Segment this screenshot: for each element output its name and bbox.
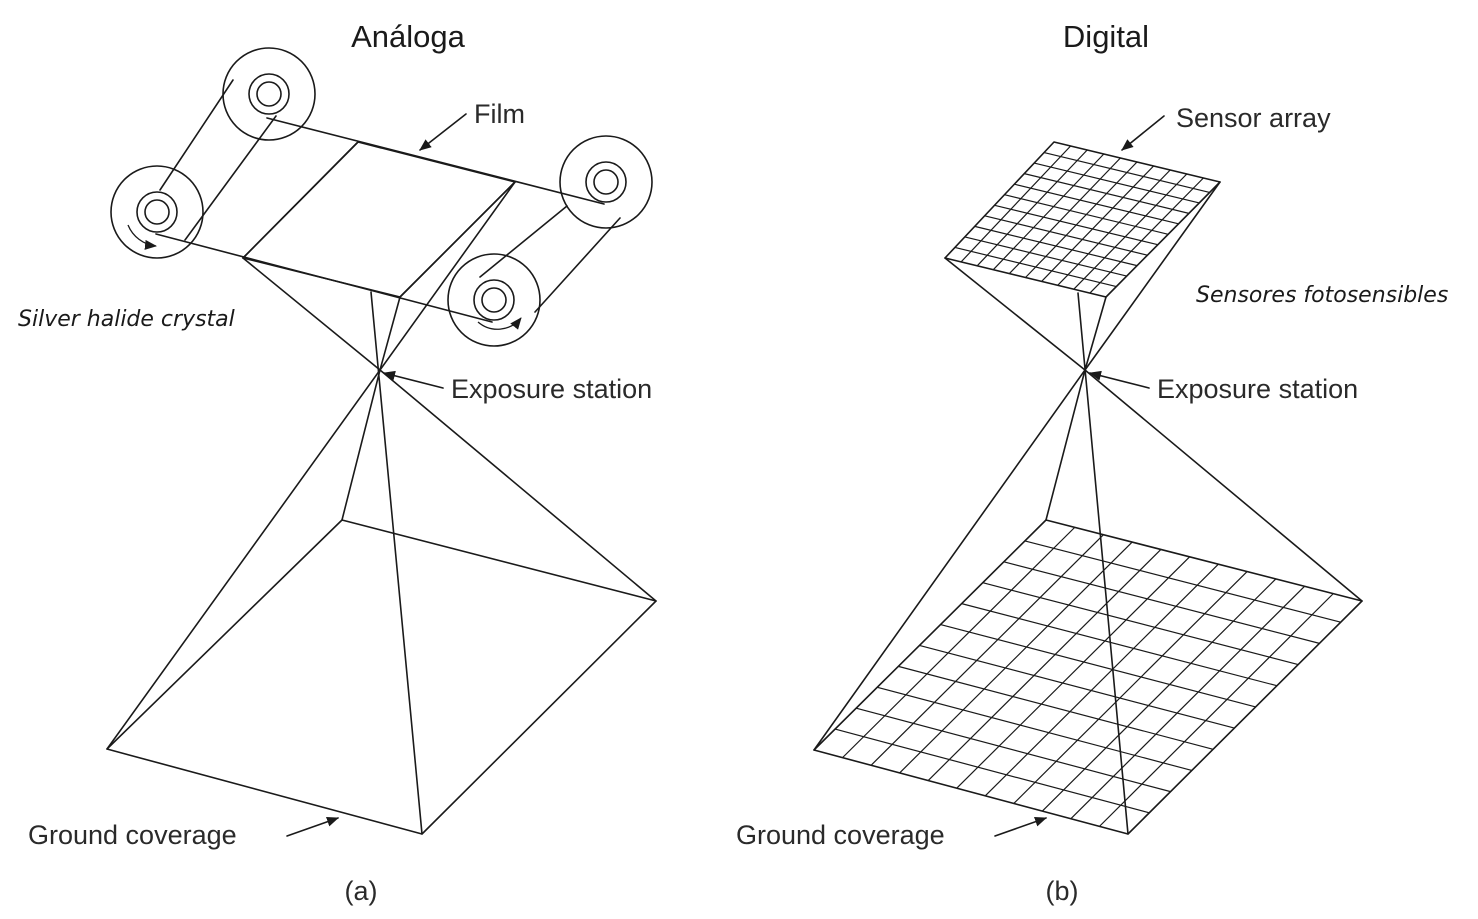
sensor-grid-line-u-5 — [1025, 161, 1138, 278]
sensor-array — [944, 141, 1221, 298]
ground-coverage-arrow-a — [286, 816, 339, 837]
sensor-grid-line-v-3 — [1024, 173, 1190, 214]
ground-grid-line-u-5 — [956, 556, 1191, 789]
sensor-grid-line-v-4 — [1014, 183, 1179, 225]
panel-digital: Digital Sensor array Sensores fotosensib… — [736, 19, 1448, 906]
film-label: Film — [474, 99, 525, 129]
ground-grid-line-u-6 — [984, 563, 1219, 797]
sensor-grid-line-u-2 — [976, 149, 1088, 267]
sensor-grid-line-v-9 — [964, 236, 1127, 277]
sensor-grid-line-v-8 — [974, 225, 1138, 267]
projection-rays-a — [106, 181, 657, 835]
film-strip — [155, 79, 621, 323]
sensor-grid-line-u-1 — [960, 145, 1072, 263]
sensor-grid-line-v-7 — [984, 215, 1148, 256]
ground-grid-line-v-10 — [834, 728, 1150, 814]
sensor-grid-line-v-2 — [1034, 162, 1200, 204]
photosensors-label: Sensores fotosensibles — [1196, 283, 1448, 308]
sensor-grid-line-u-4 — [1008, 157, 1121, 275]
film-frame — [242, 141, 516, 298]
silver-halide-label: Silver halide crystal — [18, 307, 235, 332]
exposure-station-label-b: Exposure station — [1157, 374, 1358, 404]
sensor-grid-line-u-8 — [1073, 173, 1188, 290]
ground-grid-line-v-4 — [961, 603, 1278, 687]
ground-grid-line-v-2 — [1003, 561, 1320, 644]
ground-grid-line-u-10 — [1099, 593, 1334, 827]
ground-grid-line-u-1 — [842, 526, 1076, 759]
sensor-grid-line-v-6 — [994, 204, 1158, 246]
ground-grid-line-u-2 — [870, 534, 1104, 766]
ground-grid-line-u-8 — [1041, 578, 1277, 812]
ground-grid-line-v-5 — [940, 623, 1256, 708]
ground-grid-line-v-1 — [1024, 540, 1341, 623]
sensor-grid-line-v-10 — [954, 246, 1117, 288]
sensor-array-arrow — [1121, 115, 1165, 151]
panel-a-title: Análoga — [351, 19, 466, 54]
ground-coverage-label-a: Ground coverage — [28, 820, 237, 850]
ground-grid-line-v-6 — [919, 644, 1235, 729]
sensor-grid-line-u-7 — [1057, 169, 1171, 286]
sensor-grid-line-u-6 — [1041, 165, 1155, 282]
sensor-grid-line-u-3 — [992, 153, 1105, 271]
ground-grid-line-v-9 — [856, 707, 1171, 793]
ground-footprint-a — [106, 519, 657, 835]
ground-coverage-label-b: Ground coverage — [736, 820, 945, 850]
sensor-grid — [954, 145, 1210, 294]
ground-coverage-arrow-b — [994, 816, 1047, 837]
sensor-grid-line-v-1 — [1043, 151, 1210, 194]
ground-grid-line-u-4 — [927, 549, 1162, 781]
ground-grid — [834, 526, 1341, 827]
ground-grid-line-u-9 — [1070, 585, 1305, 820]
ground-grid-line-v-7 — [898, 665, 1214, 750]
panel-analog: Análoga — [18, 19, 657, 906]
exposure-station-label-a: Exposure station — [451, 374, 652, 404]
sensor-grid-line-u-9 — [1089, 177, 1204, 294]
exposure-station-arrow-b — [1089, 370, 1150, 389]
caption-a: (a) — [345, 876, 378, 906]
ground-footprint-b — [813, 519, 1363, 835]
ground-grid-line-u-7 — [1013, 571, 1248, 804]
exposure-station-arrow-a — [383, 370, 444, 389]
film-reel-bottom-left — [110, 165, 204, 259]
sensor-grid-line-v-5 — [1004, 194, 1169, 235]
panel-b-title: Digital — [1063, 19, 1149, 54]
ground-grid-line-u-3 — [899, 541, 1133, 774]
ground-grid-line-v-3 — [982, 582, 1299, 666]
film-reel-bottom-right — [447, 253, 541, 347]
sensor-array-label: Sensor array — [1176, 103, 1331, 133]
projection-rays-b — [813, 181, 1363, 835]
film-arrow — [419, 113, 467, 151]
film-reel-top-right — [559, 135, 653, 229]
caption-b: (b) — [1046, 876, 1079, 906]
ground-grid-line-v-8 — [877, 686, 1192, 772]
